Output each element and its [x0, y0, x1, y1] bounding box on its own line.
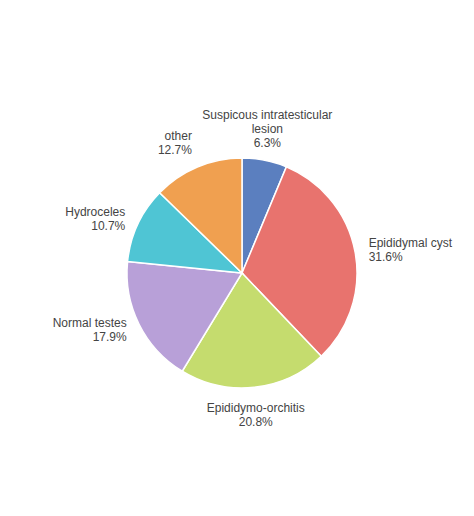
svg-text:Hydroceles10.7%: Hydroceles10.7%	[65, 205, 125, 233]
svg-text:Epididymo-orchitis20.8%: Epididymo-orchitis20.8%	[207, 401, 305, 429]
svg-text:Suspicous intratesticularlesio: Suspicous intratesticularlesion6.3%	[202, 108, 332, 150]
svg-text:Epididymal cyst31.6%: Epididymal cyst31.6%	[369, 236, 453, 264]
svg-text:other12.7%: other12.7%	[158, 129, 192, 157]
svg-text:Normal testes17.9%: Normal testes17.9%	[53, 316, 127, 344]
